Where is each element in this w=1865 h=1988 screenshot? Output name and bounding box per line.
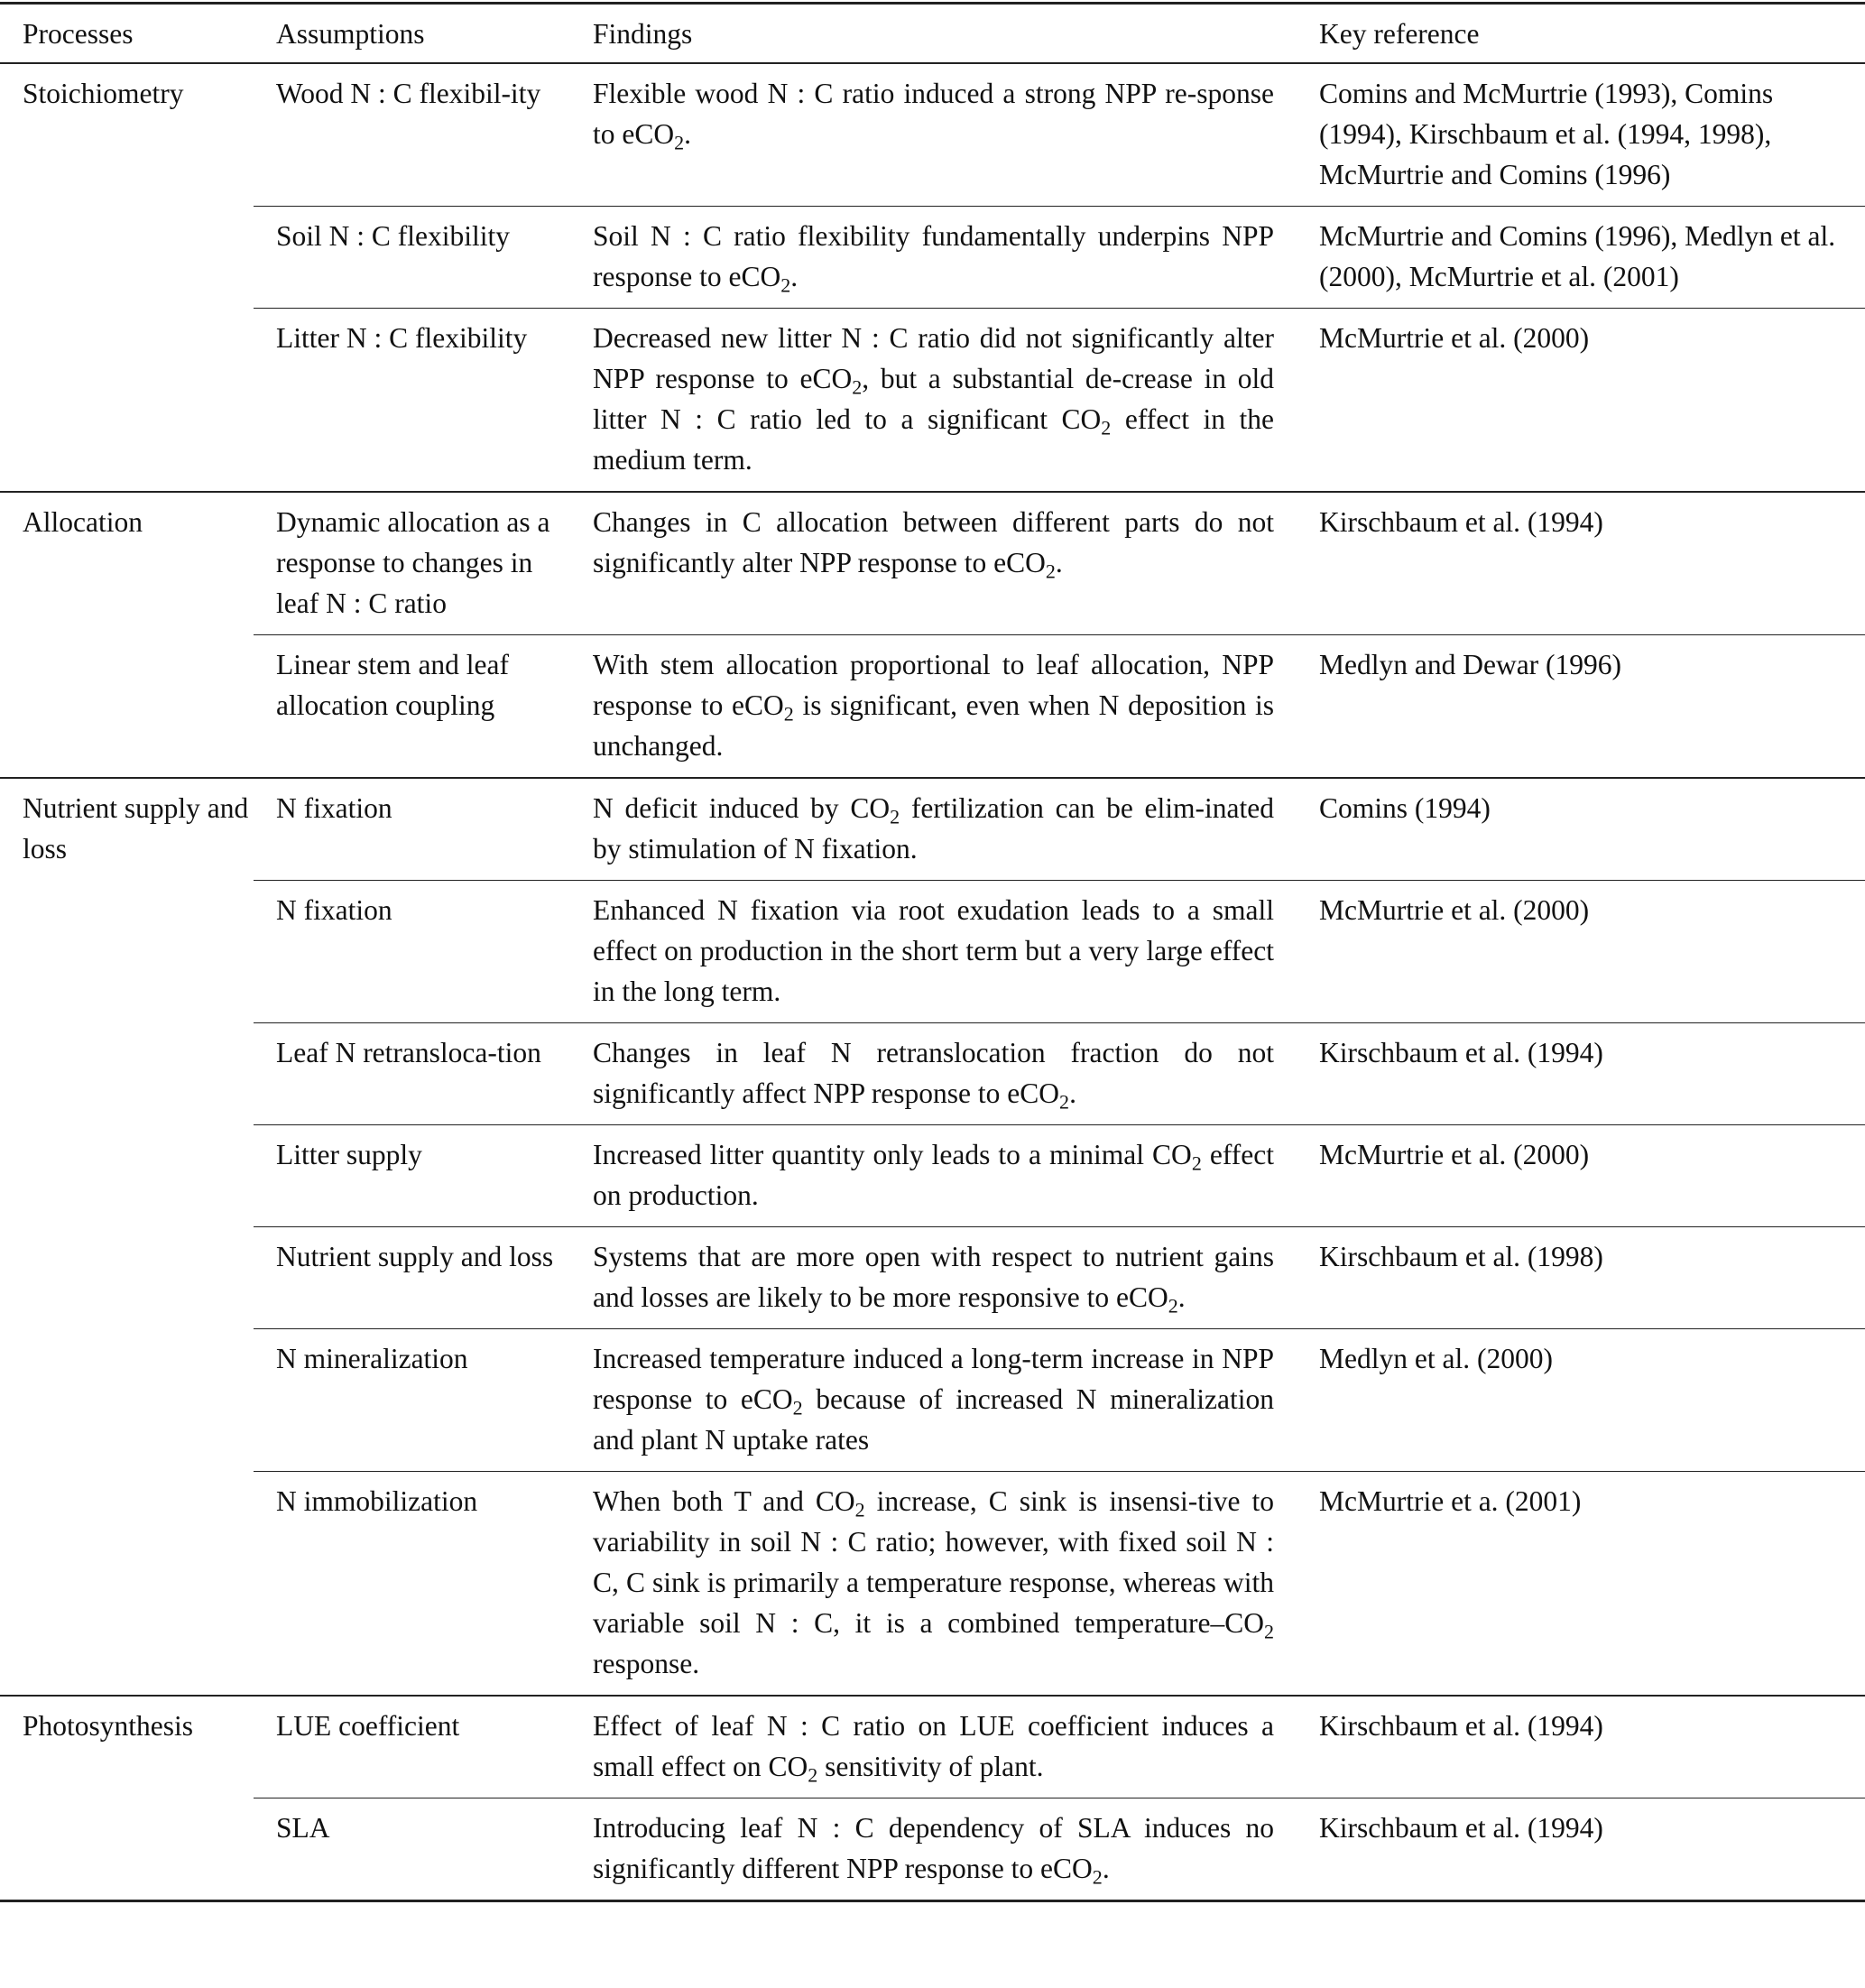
header-findings: Findings: [593, 17, 693, 50]
reference-cell: McMurtrie et al. (2000): [1297, 880, 1865, 1023]
reference-cell: Medlyn and Dewar (1996): [1297, 634, 1865, 778]
header-assumptions: Assumptions: [276, 17, 425, 50]
assumption-cell: N mineralization: [254, 1328, 582, 1472]
assumption-cell: Dynamic allocation as a response to chan…: [254, 491, 582, 635]
table-row: Litter supply Increased litter quantity o…: [0, 1124, 1865, 1227]
process-cell: Nutrient supply and loss: [0, 777, 254, 881]
process-cell: [0, 881, 254, 1023]
process-cell: [0, 309, 254, 493]
assumption-cell: Soil N : C flexibility: [254, 206, 582, 309]
assumption-cell: Litter N : C flexibility: [254, 308, 582, 492]
process-cell: [0, 1329, 254, 1472]
table-row: N mineralization Increased temperature in…: [0, 1328, 1865, 1472]
finding-cell: Decreased new litter N : C ratio did not…: [582, 308, 1297, 492]
header-row: Processes Assumptions Findings Key refer…: [0, 3, 1865, 63]
assumption-cell: N fixation: [254, 777, 582, 881]
finding-cell: With stem allocation proportional to lea…: [582, 634, 1297, 778]
findings-table: Processes Assumptions Findings Key refer…: [0, 2, 1865, 1902]
process-cell: Allocation: [0, 491, 254, 635]
finding-cell: Changes in C allocation between differen…: [582, 491, 1297, 635]
assumption-cell: SLA: [254, 1798, 582, 1902]
table-row: Soil N : C flexibility Soil N : C ratio f…: [0, 206, 1865, 309]
reference-cell: Kirschbaum et al. (1994): [1297, 1695, 1865, 1798]
process-cell: [0, 1798, 254, 1902]
assumption-cell: LUE coefficient: [254, 1695, 582, 1798]
reference-cell: McMurtrie et al. (2000): [1297, 1124, 1865, 1227]
finding-cell: Soil N : C ratio flexibility fundamental…: [582, 206, 1297, 309]
process-cell: [0, 1227, 254, 1329]
process-cell: Stoichiometry: [0, 62, 254, 207]
table-row: Nutrient supply and loss Systems that are…: [0, 1226, 1865, 1329]
assumption-cell: Litter supply: [254, 1124, 582, 1227]
finding-cell: N deficit induced by CO2 fertilization c…: [582, 777, 1297, 881]
finding-cell: Increased litter quantity only leads to …: [582, 1124, 1297, 1227]
table-row: Stoichiometry Wood N : C flexibil-ity Flex…: [0, 62, 1865, 207]
process-cell: Photosynthesis: [0, 1695, 254, 1798]
reference-cell: Comins (1994): [1297, 777, 1865, 881]
process-cell: [0, 1125, 254, 1227]
table-row: N fixation Enhanced N fixation via root e…: [0, 880, 1865, 1023]
reference-cell: Medlyn et al. (2000): [1297, 1328, 1865, 1472]
reference-cell: Kirschbaum et al. (1994): [1297, 1022, 1865, 1125]
table-body: Stoichiometry Wood N : C flexibil-ity Flex…: [0, 62, 1865, 1902]
assumption-cell: Wood N : C flexibil-ity: [254, 62, 582, 207]
finding-cell: Increased temperature induced a long-ter…: [582, 1328, 1297, 1472]
process-cell: [0, 1023, 254, 1125]
finding-cell: Enhanced N fixation via root exudation l…: [582, 880, 1297, 1023]
reference-cell: Kirschbaum et al. (1994): [1297, 491, 1865, 635]
reference-cell: McMurtrie et a. (2001): [1297, 1471, 1865, 1696]
table-row: Linear stem and leaf allocation coupling…: [0, 634, 1865, 779]
assumption-cell: Linear stem and leaf allocation coupling: [254, 634, 582, 778]
reference-cell: Comins and McMurtrie (1993), Comins (199…: [1297, 62, 1865, 207]
table-row: Nutrient supply and loss N fixation N defi…: [0, 777, 1865, 881]
process-cell: [0, 207, 254, 309]
table-row: Allocation Dynamic allocation as a respon…: [0, 491, 1865, 635]
reference-cell: Kirschbaum et al. (1998): [1297, 1226, 1865, 1329]
table-row: Leaf N retransloca-tion Changes in leaf N…: [0, 1022, 1865, 1125]
process-cell: [0, 1472, 254, 1697]
finding-cell: Effect of leaf N : C ratio on LUE coeffi…: [582, 1695, 1297, 1798]
header-processes: Processes: [23, 17, 134, 50]
reference-cell: McMurtrie et al. (2000): [1297, 308, 1865, 492]
process-cell: [0, 635, 254, 779]
header-key-reference: Key reference: [1319, 17, 1480, 50]
finding-cell: When both T and CO2 increase, C sink is …: [582, 1471, 1297, 1696]
table-row: Litter N : C flexibility Decreased new li…: [0, 308, 1865, 493]
finding-cell: Changes in leaf N retranslocation fracti…: [582, 1022, 1297, 1125]
assumption-cell: Leaf N retransloca-tion: [254, 1022, 582, 1125]
assumption-cell: N fixation: [254, 880, 582, 1023]
assumption-cell: Nutrient supply and loss: [254, 1226, 582, 1329]
reference-cell: McMurtrie and Comins (1996), Medlyn et a…: [1297, 206, 1865, 309]
reference-cell: Kirschbaum et al. (1994): [1297, 1798, 1865, 1902]
finding-cell: Systems that are more open with respect …: [582, 1226, 1297, 1329]
finding-cell: Introducing leaf N : C dependency of SLA…: [582, 1798, 1297, 1902]
table-row: Photosynthesis LUE coefficient Effect of l…: [0, 1695, 1865, 1798]
table-row: SLA Introducing leaf N : C dependency of …: [0, 1798, 1865, 1902]
table-row: N immobilization When both T and CO2 incr…: [0, 1471, 1865, 1697]
finding-cell: Flexible wood N : C ratio induced a stro…: [582, 62, 1297, 207]
assumption-cell: N immobilization: [254, 1471, 582, 1696]
